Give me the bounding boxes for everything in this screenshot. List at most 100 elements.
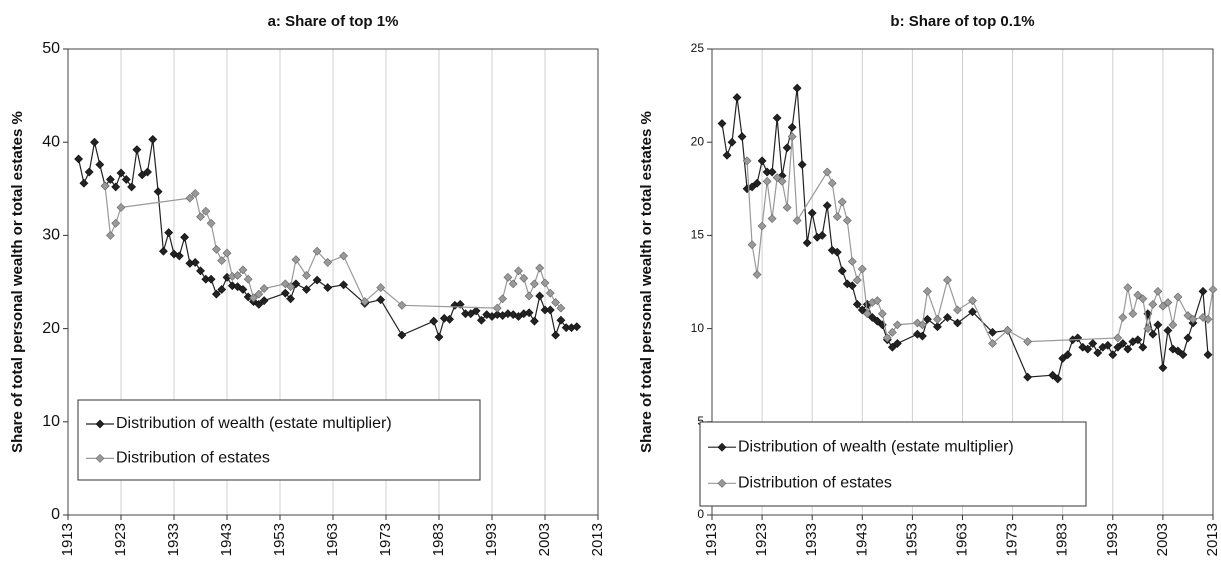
marker <box>1023 337 1033 347</box>
marker <box>243 274 253 284</box>
marker <box>185 193 195 203</box>
marker <box>953 318 962 328</box>
marker <box>988 339 997 348</box>
marker <box>807 208 817 218</box>
marker <box>222 248 232 258</box>
marker <box>105 175 115 184</box>
y-tick-label: 10 <box>42 413 60 430</box>
marker <box>732 93 742 102</box>
marker <box>148 134 158 144</box>
marker <box>968 307 977 317</box>
marker <box>917 331 927 341</box>
marker <box>1163 326 1173 335</box>
marker <box>291 255 301 265</box>
marker <box>1143 324 1153 334</box>
marker <box>280 288 290 298</box>
marker <box>445 314 455 324</box>
marker <box>1148 299 1158 309</box>
marker <box>1208 285 1218 294</box>
marker <box>727 137 737 147</box>
marker <box>1168 320 1178 330</box>
marker <box>397 300 407 310</box>
x-tick-label: 1963 <box>324 523 341 556</box>
marker <box>1123 283 1133 293</box>
y-tick-label: 5 <box>697 414 704 428</box>
marker <box>892 320 902 330</box>
marker <box>1093 348 1103 358</box>
marker <box>376 295 386 305</box>
marker <box>802 238 812 248</box>
y-tick-label: 0 <box>51 506 60 523</box>
marker <box>211 244 221 254</box>
marker <box>471 306 481 316</box>
x-tick-label: 1993 <box>1104 523 1121 556</box>
marker <box>90 137 99 147</box>
marker <box>429 316 439 326</box>
marker <box>772 113 782 123</box>
marker <box>1178 350 1188 360</box>
marker <box>127 182 137 192</box>
marker <box>323 258 333 267</box>
marker <box>827 178 837 188</box>
marker <box>968 296 977 306</box>
marker <box>1113 342 1123 352</box>
marker <box>111 182 121 192</box>
legend-label: Distribution of wealth (estate multiplie… <box>116 415 392 432</box>
marker <box>1203 314 1213 324</box>
marker <box>259 296 269 306</box>
x-tick-label: 2013 <box>1204 523 1221 556</box>
marker <box>95 160 105 169</box>
y-tick-label: 20 <box>42 320 60 337</box>
marker <box>545 288 555 298</box>
marker <box>339 280 349 290</box>
marker <box>397 330 407 340</box>
marker <box>74 154 84 164</box>
y-tick-label: 25 <box>691 41 705 55</box>
marker <box>887 327 897 337</box>
marker <box>832 247 842 257</box>
legend-box <box>699 421 1087 507</box>
marker <box>302 285 311 294</box>
marker <box>933 314 942 324</box>
marker <box>857 305 867 315</box>
marker <box>233 271 243 280</box>
marker <box>201 206 211 216</box>
marker <box>180 232 190 242</box>
marker <box>943 275 952 285</box>
marker <box>1103 340 1113 350</box>
marker <box>777 176 787 186</box>
chart-title: b: Share of top 0.1% <box>890 13 1034 30</box>
marker <box>1173 292 1183 302</box>
marker <box>762 176 772 186</box>
marker <box>747 182 757 192</box>
marker <box>817 230 827 240</box>
marker <box>153 187 163 197</box>
y-axis-label: Share of total personal wealth or total … <box>9 111 26 453</box>
x-tick-label: 1943 <box>853 523 870 556</box>
x-tick-label: 1973 <box>1004 523 1021 556</box>
legend-marker <box>95 453 105 463</box>
marker <box>837 197 847 207</box>
marker <box>1063 350 1073 360</box>
marker <box>867 312 877 322</box>
marker <box>1123 344 1133 354</box>
y-tick-label: 50 <box>42 40 60 57</box>
marker <box>1138 294 1148 304</box>
x-tick-label: 1973 <box>377 523 394 556</box>
marker <box>842 216 852 225</box>
marker <box>312 275 322 285</box>
marker <box>100 181 110 191</box>
marker <box>837 266 847 276</box>
marker <box>1153 320 1163 330</box>
x-tick-label: 2013 <box>589 523 606 556</box>
marker <box>1118 312 1128 322</box>
marker <box>476 315 486 325</box>
marker <box>498 294 508 304</box>
marker <box>1188 314 1198 324</box>
marker <box>339 251 349 261</box>
marker <box>376 283 386 293</box>
marker <box>847 257 857 266</box>
x-tick-label: 1983 <box>1054 523 1071 556</box>
marker <box>722 150 732 160</box>
marker <box>111 218 121 228</box>
